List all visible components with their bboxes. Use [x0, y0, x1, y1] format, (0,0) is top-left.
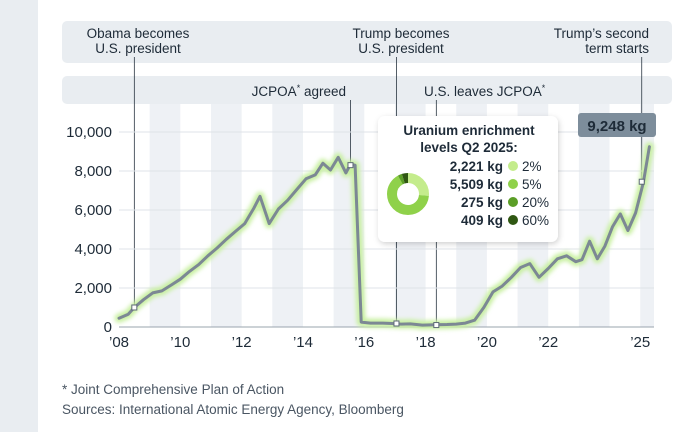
trump2-guide-marker: [638, 178, 645, 185]
legend-pct-20pct: 20%: [522, 195, 549, 210]
year-stripe: [210, 100, 242, 327]
enrichment-inset-panel: [378, 116, 558, 242]
legend-pct-5pct: 5%: [522, 177, 542, 192]
legend-kg-60pct: 409 kg: [461, 213, 503, 228]
legend-kg-5pct: 5,509 kg: [450, 177, 503, 192]
latest-value-label: 9,248 kg: [587, 118, 646, 135]
legend-swatch-20pct: [508, 197, 518, 207]
y-tick-label: 6,000: [74, 202, 112, 219]
legend-swatch-2pct: [508, 161, 518, 171]
y-tick-label: 4,000: [74, 241, 112, 258]
x-tick-label: ’25: [630, 334, 650, 351]
x-tick-label: ’22: [538, 334, 558, 351]
chart-footer: * Joint Comprehensive Plan of Action Sou…: [62, 380, 404, 420]
jcpoa-guide-marker: [347, 162, 354, 169]
stockpile-line: [117, 145, 651, 327]
jcpoa-label: JCPOA* agreed: [252, 83, 346, 99]
x-tick-label: ’14: [293, 334, 313, 351]
legend-swatch-60pct: [508, 215, 518, 225]
legend-pct-2pct: 2%: [522, 159, 542, 174]
trump1-guide-marker: [393, 320, 400, 327]
obama-label-line2: U.S. president: [95, 41, 181, 56]
obama-label-line1: Obama becomes: [87, 26, 190, 41]
x-tick-label: ’18: [416, 334, 436, 351]
legend-pct-60pct: 60%: [522, 213, 549, 228]
president-events-band: [62, 21, 672, 63]
y-tick-label: 8,000: [74, 163, 112, 180]
source-credit: Sources: International Atomic Energy Age…: [62, 402, 404, 417]
left-margin-band: [0, 0, 38, 432]
year-stripe: [578, 100, 610, 327]
x-tick-label: ’12: [232, 334, 252, 351]
y-tick-label: 0: [104, 319, 112, 336]
trump1-label-line1: Trump becomes: [352, 26, 449, 41]
leaves-label: U.S. leaves JCPOA*: [424, 83, 546, 99]
legend-kg-20pct: 275 kg: [461, 195, 503, 210]
inset-title-line2: levels Q2 2025:: [420, 140, 518, 155]
legend-swatch-5pct: [508, 179, 518, 189]
donut-slice-5pct: [387, 173, 429, 215]
y-tick-label: 2,000: [74, 280, 112, 297]
trump2-label-line1: Trump’s second: [554, 26, 649, 41]
x-tick-label: ’08: [109, 334, 129, 351]
deal-events-band: [62, 76, 672, 104]
latest-value-badge: [578, 113, 656, 137]
donut-slice-60pct: [387, 173, 429, 215]
x-tick-label: ’16: [354, 334, 374, 351]
footnote: * Joint Comprehensive Plan of Action: [62, 382, 285, 397]
x-tick-label: ’10: [170, 334, 190, 351]
leaves-guide-marker: [433, 322, 440, 329]
x-tick-label: ’20: [477, 334, 497, 351]
inset-title-line1: Uranium enrichment: [403, 123, 535, 138]
trump2-label-line2: term starts: [585, 41, 649, 56]
obama-guide-marker: [131, 304, 138, 311]
y-tick-label: 10,000: [66, 124, 112, 141]
trump1-label-line2: U.S. president: [358, 41, 444, 56]
legend-kg-2pct: 2,221 kg: [450, 159, 503, 174]
